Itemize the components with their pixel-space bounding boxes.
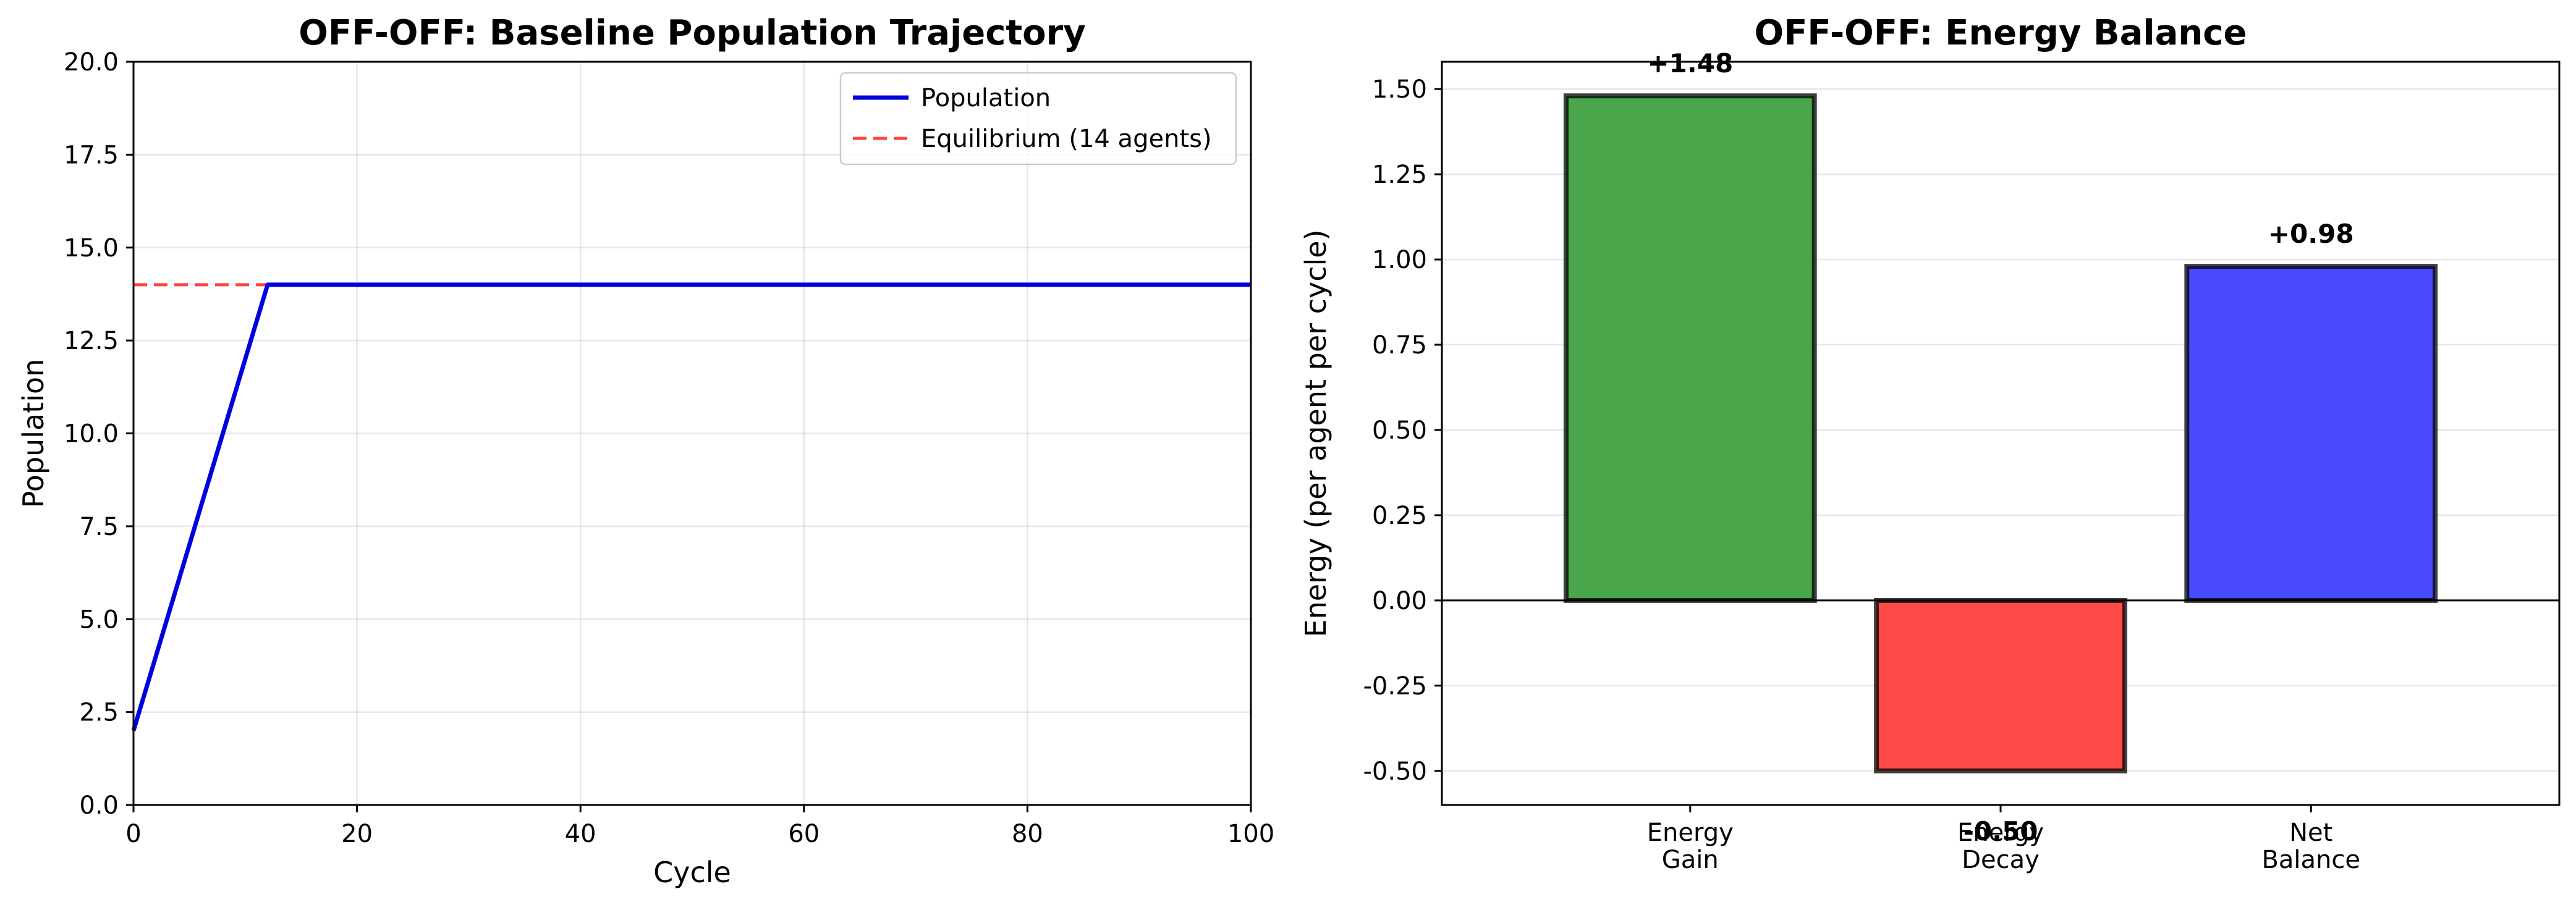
energy-bar [1563,93,1817,603]
x-tick-label-line: Balance [2261,846,2360,874]
y-tick-label: 2.5 [79,699,119,727]
x-tick-label: 60 [788,820,820,848]
x-tick-label: 40 [565,820,596,848]
legend-frame [839,72,1237,166]
x-tick-label: Net Balance [2261,819,2360,874]
y-tick-label: 10.0 [64,420,119,449]
energy-data-label: +0.98 [2268,219,2354,249]
population-plot-area [131,282,1251,731]
energy-chart-title: OFF-OFF: Energy Balance [1755,13,2247,53]
x-tick-label: 20 [341,820,373,848]
y-tick-label: 20.0 [64,48,119,77]
y-tick-label: 0.00 [1372,587,1427,615]
x-tick-label-line: Energy [1957,819,2044,847]
energy-y-axis-label: Energy (per agent per cycle) [1299,229,1332,637]
y-tick-label: 7.5 [79,513,119,541]
x-tick-label-line: Energy [1647,819,1734,847]
energy-data-labels: +1.48 -0.50 +0.98 [1647,48,2354,846]
y-tick-label: -0.25 [1363,672,1428,701]
y-tick-label: 1.50 [1372,75,1427,104]
population-grid [132,61,1252,806]
x-tick-label-line: Gain [1662,846,1719,874]
y-tick-label: 5.0 [79,605,119,634]
y-tick-label: -0.50 [1363,757,1428,786]
x-tick-label-line: Decay [1962,846,2040,874]
energy-bar [2184,264,2438,603]
x-tick-label: 100 [1227,820,1274,848]
population-line [131,282,1251,731]
energy-data-label: -0.50 [1963,816,2038,846]
y-tick-label: 15.0 [64,234,119,263]
x-tick-label: 80 [1012,820,1043,848]
population-axis-ticks: 0 20 40 60 80 100 0.0 2.5 5.0 7.5 10.0 12.5 15.0 17.5… [64,48,1274,848]
legend-entry-equilibrium: Equilibrium (14 agents) [921,125,1212,153]
population-chart-title: OFF-OFF: Baseline Population Trajectory [299,13,1086,53]
x-tick-label-line: Net [2289,819,2332,847]
population-chart: 0 20 40 60 80 100 0.0 2.5 5.0 7.5 10.0 12.5 15.0 17.5… [17,13,1274,889]
y-tick-label: 17.5 [64,141,119,169]
energy-data-label: +1.48 [1647,48,1733,78]
energy-bars [1563,93,2438,773]
energy-bar [1874,597,2127,773]
population-legend: Population Equilibrium (14 agents) [839,72,1237,166]
y-tick-label: 0.50 [1372,416,1427,445]
y-tick-label: 1.00 [1372,246,1427,274]
y-tick-label: 1.25 [1372,161,1427,189]
x-tick-label: 0 [125,820,141,848]
population-y-axis-label: Population [17,359,50,508]
legend-entry-population: Population [921,84,1051,112]
y-tick-label: 0.0 [79,791,119,820]
population-x-axis-label: Cycle [653,856,731,889]
energy-chart: -0.50 -0.25 0.00 0.25 0.50 0.75 1.00 1.25 1.50 En… [1299,13,2561,874]
y-tick-label: 12.5 [64,327,119,355]
x-tick-label: Energy Decay [1957,819,2044,874]
energy-axis-ticks: -0.50 -0.25 0.00 0.25 0.50 0.75 1.00 1.25 1.50 En… [1363,75,2360,874]
y-tick-label: 0.25 [1372,502,1427,530]
y-tick-label: 0.75 [1372,331,1427,360]
x-tick-label: Energy Gain [1647,819,1734,874]
